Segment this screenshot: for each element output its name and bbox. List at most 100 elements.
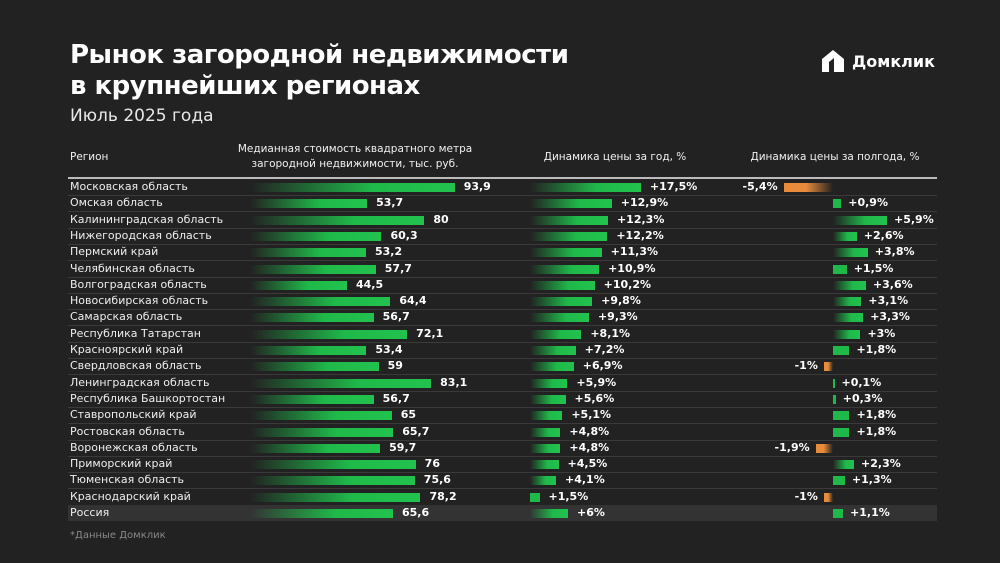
- hoh-value: +0,1%: [841, 375, 882, 389]
- domclick-logo: Домклик: [820, 48, 935, 74]
- title-line-1: Рынок загородной недвижимости: [70, 40, 569, 70]
- region-name: Калининградская область: [70, 212, 224, 226]
- hoh-bar-positive: [833, 248, 868, 258]
- price-value: 72,1: [416, 326, 444, 340]
- region-name: Челябинская область: [70, 261, 195, 275]
- table-row: Ленинградская область 83,1 +5,9% +0,1%: [68, 375, 937, 392]
- hoh-value: +3%: [867, 326, 896, 340]
- yoy-bar: [530, 460, 559, 470]
- yoy-bar: [530, 346, 576, 355]
- region-name: Краснодарский край: [70, 489, 191, 503]
- yoy-value: +6,9%: [582, 359, 623, 373]
- yoy-value: +5,6%: [574, 391, 615, 405]
- hoh-bar-negative: [783, 183, 833, 192]
- price-value: 80: [433, 212, 449, 226]
- region-name: Россия: [70, 506, 110, 519]
- price-value: 53,4: [375, 343, 403, 356]
- price-value: 65,7: [402, 424, 430, 438]
- yoy-bar: [530, 183, 641, 192]
- yoy-value: +5,1%: [571, 408, 612, 422]
- header-yoy: Динамика цены за год, %: [543, 151, 687, 163]
- title-line-2: в крупнейших регионах: [70, 71, 420, 101]
- yoy-bar: [530, 280, 595, 290]
- hoh-value: +2,6%: [863, 228, 904, 242]
- hoh-bar-positive: [833, 264, 847, 274]
- yoy-bar: [530, 215, 608, 225]
- yoy-bar: [530, 329, 582, 339]
- price-bar: [250, 280, 347, 290]
- hoh-value: +1,5%: [853, 261, 894, 275]
- yoy-bar: [530, 248, 602, 258]
- region-name: Нижегородская область: [70, 228, 212, 242]
- price-bar: [250, 362, 379, 372]
- price-bar: [250, 313, 374, 323]
- yoy-bar: [530, 492, 540, 502]
- yoy-value: +10,9%: [608, 261, 656, 275]
- price-value: 65,6: [402, 506, 430, 519]
- region-name: Московская область: [70, 180, 188, 193]
- hoh-bar-positive: [833, 427, 850, 437]
- yoy-bar: [530, 476, 556, 486]
- price-bar: [250, 427, 394, 437]
- hoh-value: +1,3%: [851, 473, 892, 487]
- hoh-bar-positive: [833, 231, 857, 241]
- region-name: Пермский край: [70, 245, 159, 259]
- yoy-bar: [530, 199, 612, 209]
- table-row: Ростовская область 65,7 +4,8% +1,8%: [68, 424, 937, 441]
- logo-text: Домклик: [852, 51, 935, 71]
- price-value: 56,7: [382, 310, 410, 324]
- yoy-bar: [530, 362, 574, 372]
- hoh-bar-positive: [833, 346, 850, 355]
- hoh-bar-positive: [833, 297, 862, 307]
- region-name: Самарская область: [70, 310, 183, 324]
- price-value: 83,1: [440, 375, 468, 389]
- yoy-bar: [530, 427, 561, 437]
- region-name: Ростовская область: [70, 424, 185, 438]
- table-row: Волгоградская область 44,5 +10,2% +3,6%: [68, 277, 937, 294]
- yoy-value: +7,2%: [584, 343, 625, 356]
- hoh-value: +1,8%: [856, 424, 897, 438]
- hoh-bar-positive: [833, 280, 866, 290]
- hoh-value: +5,9%: [893, 212, 934, 226]
- region-name: Омская область: [70, 196, 163, 210]
- hoh-value: -5,4%: [742, 180, 778, 193]
- yoy-value: +12,3%: [616, 212, 665, 226]
- yoy-bar: [530, 264, 600, 274]
- price-bar: [250, 183, 455, 192]
- table-row: Красноярский край 53,4 +7,2% +1,8%: [68, 342, 937, 359]
- yoy-value: +10,2%: [603, 277, 652, 291]
- hoh-value: +3,8%: [874, 245, 915, 259]
- price-value: 53,7: [376, 196, 404, 210]
- hoh-bar-positive: [833, 394, 836, 404]
- region-name: Ленинградская область: [70, 375, 210, 389]
- region-name: Красноярский край: [70, 343, 184, 356]
- table-row: Краснодарский край 78,2 +1,5% -1%: [68, 489, 937, 506]
- price-bar: [250, 394, 374, 404]
- hoh-value: -1,9%: [774, 440, 810, 454]
- yoy-value: +5,9%: [576, 375, 617, 389]
- price-value: 64,4: [399, 294, 427, 308]
- yoy-value: +4,5%: [567, 457, 608, 471]
- hoh-bar-positive: [833, 215, 887, 225]
- hoh-bar-negative: [823, 492, 833, 502]
- price-bar: [250, 199, 368, 209]
- region-name: Свердловская область: [70, 359, 202, 373]
- hoh-value: +3,3%: [870, 310, 910, 324]
- hoh-bar-positive: [833, 509, 844, 518]
- table-row: Воронежская область 59,7 +4,8% -1,9%: [68, 440, 937, 457]
- hoh-bar-positive: [833, 476, 845, 486]
- hoh-value: +1,8%: [856, 408, 897, 422]
- footnote: *Данные Домклик: [70, 530, 166, 541]
- region-name: Воронежская область: [70, 440, 198, 454]
- header-hoh: Динамика цены за полгода, %: [750, 151, 920, 163]
- hoh-bar-negative: [815, 443, 833, 453]
- table-row: Республика Башкортостан 56,7 +5,6% +0,3%: [68, 391, 937, 408]
- hoh-value: +1,8%: [856, 343, 897, 356]
- price-bar: [250, 215, 425, 225]
- yoy-bar: [530, 231, 608, 241]
- table-row: Московская область 93,9 +17,5% -5,4%: [68, 179, 937, 196]
- yoy-value: +11,3%: [610, 245, 659, 259]
- hoh-value: +0,9%: [848, 196, 888, 210]
- hoh-value: +2,3%: [861, 457, 901, 471]
- hoh-bar-positive: [833, 378, 835, 388]
